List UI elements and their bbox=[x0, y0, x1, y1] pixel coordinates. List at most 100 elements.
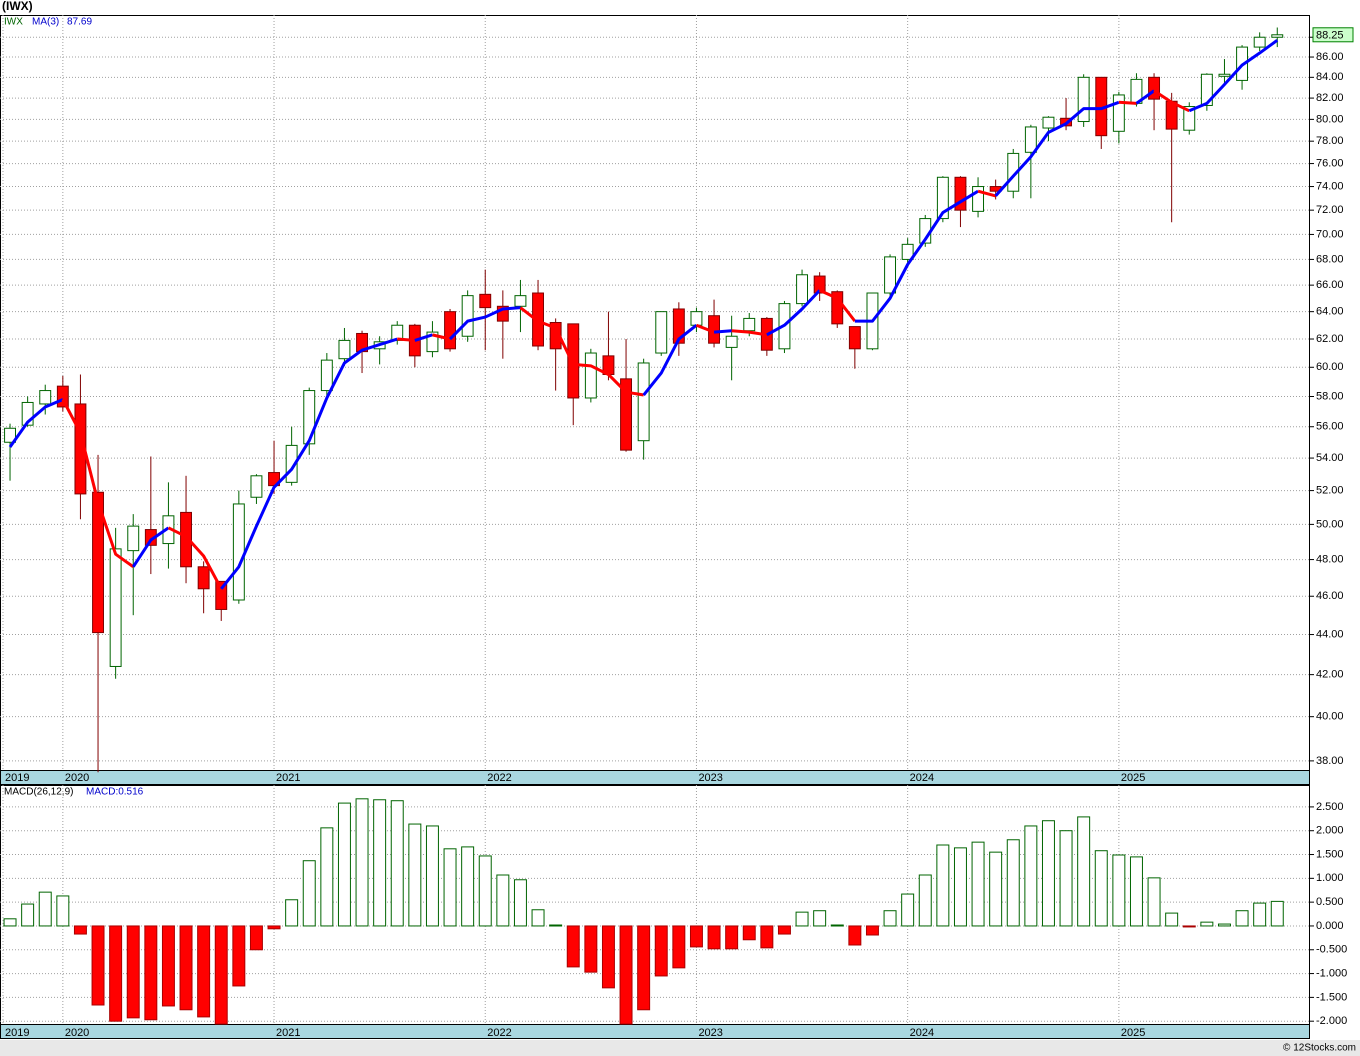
x-tick-label: 2023 bbox=[698, 1027, 722, 1039]
macd-bar bbox=[249, 925, 263, 951]
y-tick-label: -1.500 bbox=[1316, 991, 1347, 1003]
y-tick-label: -2.000 bbox=[1316, 1015, 1347, 1027]
macd-bar bbox=[496, 874, 510, 927]
chart-title: (IWX) bbox=[2, 0, 33, 13]
macd-bar bbox=[918, 874, 932, 927]
macd-bar bbox=[566, 925, 580, 968]
macd-bar bbox=[1059, 830, 1073, 927]
y-tick-label: 70.00 bbox=[1316, 228, 1344, 240]
candle-body bbox=[848, 326, 861, 350]
macd-bar bbox=[689, 925, 703, 948]
macd-bar bbox=[73, 925, 87, 935]
candle-body bbox=[655, 311, 668, 354]
macd-bar bbox=[1147, 877, 1161, 927]
candle-body bbox=[1077, 76, 1090, 123]
macd-bar bbox=[302, 860, 316, 927]
macd-bar bbox=[91, 925, 105, 1006]
y-tick-label: 80.00 bbox=[1316, 113, 1344, 125]
y-tick-label: -0.500 bbox=[1316, 944, 1347, 956]
macd-bar bbox=[461, 846, 475, 927]
candle-body bbox=[1042, 116, 1055, 129]
y-tick-label: 1.000 bbox=[1316, 872, 1344, 884]
macd-bar bbox=[989, 851, 1003, 927]
candle-body bbox=[426, 331, 439, 353]
candle-body bbox=[1183, 106, 1196, 131]
legend-ma-value: 87.69 bbox=[67, 17, 92, 28]
y-tick-label: 84.00 bbox=[1316, 71, 1344, 83]
ma-line bbox=[642, 324, 698, 396]
macd-bar bbox=[953, 847, 967, 927]
candle-body bbox=[461, 295, 474, 337]
macd-bar bbox=[1094, 850, 1108, 927]
macd-bar bbox=[725, 925, 739, 950]
ma-line bbox=[854, 189, 979, 323]
macd-bar bbox=[1182, 925, 1196, 928]
ma-line bbox=[432, 333, 451, 341]
macd-bar bbox=[1235, 910, 1249, 927]
macd-bar bbox=[285, 899, 299, 927]
macd-bar bbox=[777, 925, 791, 935]
macd-bar bbox=[865, 925, 879, 936]
macd-bar bbox=[654, 925, 668, 977]
macd-bar bbox=[161, 925, 175, 1007]
y-tick-label: 62.00 bbox=[1316, 333, 1344, 345]
ma-line bbox=[766, 289, 821, 337]
macd-bar bbox=[513, 879, 527, 927]
macd-bar bbox=[813, 910, 827, 927]
candle-body bbox=[56, 385, 69, 408]
macd-bar bbox=[56, 895, 70, 927]
candle-body bbox=[796, 274, 809, 305]
candle-body bbox=[620, 378, 633, 451]
ma-line bbox=[1188, 39, 1279, 113]
candle-body bbox=[127, 525, 140, 552]
ma-line bbox=[1118, 100, 1137, 105]
macd-bar bbox=[214, 925, 228, 1025]
x-tick-label: 2025 bbox=[1121, 1027, 1145, 1039]
macd-bar bbox=[971, 841, 985, 927]
ma-line bbox=[819, 289, 857, 323]
candle-body bbox=[285, 444, 298, 483]
date-strip bbox=[0, 770, 1310, 785]
ma-line bbox=[1135, 89, 1155, 105]
ma-line bbox=[220, 337, 398, 590]
macd-bar bbox=[232, 925, 246, 987]
macd-bar bbox=[267, 925, 281, 930]
candle-body bbox=[514, 295, 527, 307]
candle-body bbox=[109, 548, 122, 667]
candle-body bbox=[972, 186, 985, 212]
candle-body bbox=[1112, 94, 1125, 132]
macd-bar bbox=[320, 827, 334, 927]
macd-bar bbox=[478, 855, 492, 927]
y-tick-label: 54.00 bbox=[1316, 452, 1344, 464]
candle-body bbox=[549, 321, 562, 350]
candle-body bbox=[725, 335, 738, 348]
macd-bar bbox=[1270, 900, 1284, 927]
y-tick-label: 40.00 bbox=[1316, 711, 1344, 723]
candle-body bbox=[954, 176, 967, 211]
candle-body bbox=[215, 580, 228, 610]
legend-symbol: IWX bbox=[4, 17, 23, 28]
ma-line bbox=[131, 526, 170, 568]
candle-body bbox=[320, 359, 333, 392]
macd-bar bbox=[21, 903, 35, 927]
candle-body bbox=[936, 176, 949, 220]
candle-body bbox=[479, 293, 492, 309]
legend-ma: MA(3) bbox=[32, 17, 59, 28]
ma-line bbox=[994, 100, 1120, 197]
y-tick-label: 0.000 bbox=[1316, 920, 1344, 932]
y-tick-label: 50.00 bbox=[1316, 518, 1344, 530]
candle-body bbox=[1148, 76, 1161, 100]
ma-line bbox=[519, 306, 644, 397]
ma-line bbox=[731, 329, 768, 337]
macd-bar bbox=[1165, 912, 1179, 927]
macd-bar bbox=[126, 925, 140, 1019]
x-tick-label: 2022 bbox=[487, 772, 511, 784]
macd-bar bbox=[760, 925, 774, 949]
ma-line bbox=[977, 189, 997, 198]
y-tick-label: 64.00 bbox=[1316, 306, 1344, 318]
macd-bar bbox=[830, 924, 844, 927]
macd-bar bbox=[425, 825, 439, 927]
macd-bar bbox=[355, 798, 369, 927]
y-tick-label: 38.00 bbox=[1316, 755, 1344, 767]
y-tick-label: 44.00 bbox=[1316, 628, 1344, 640]
